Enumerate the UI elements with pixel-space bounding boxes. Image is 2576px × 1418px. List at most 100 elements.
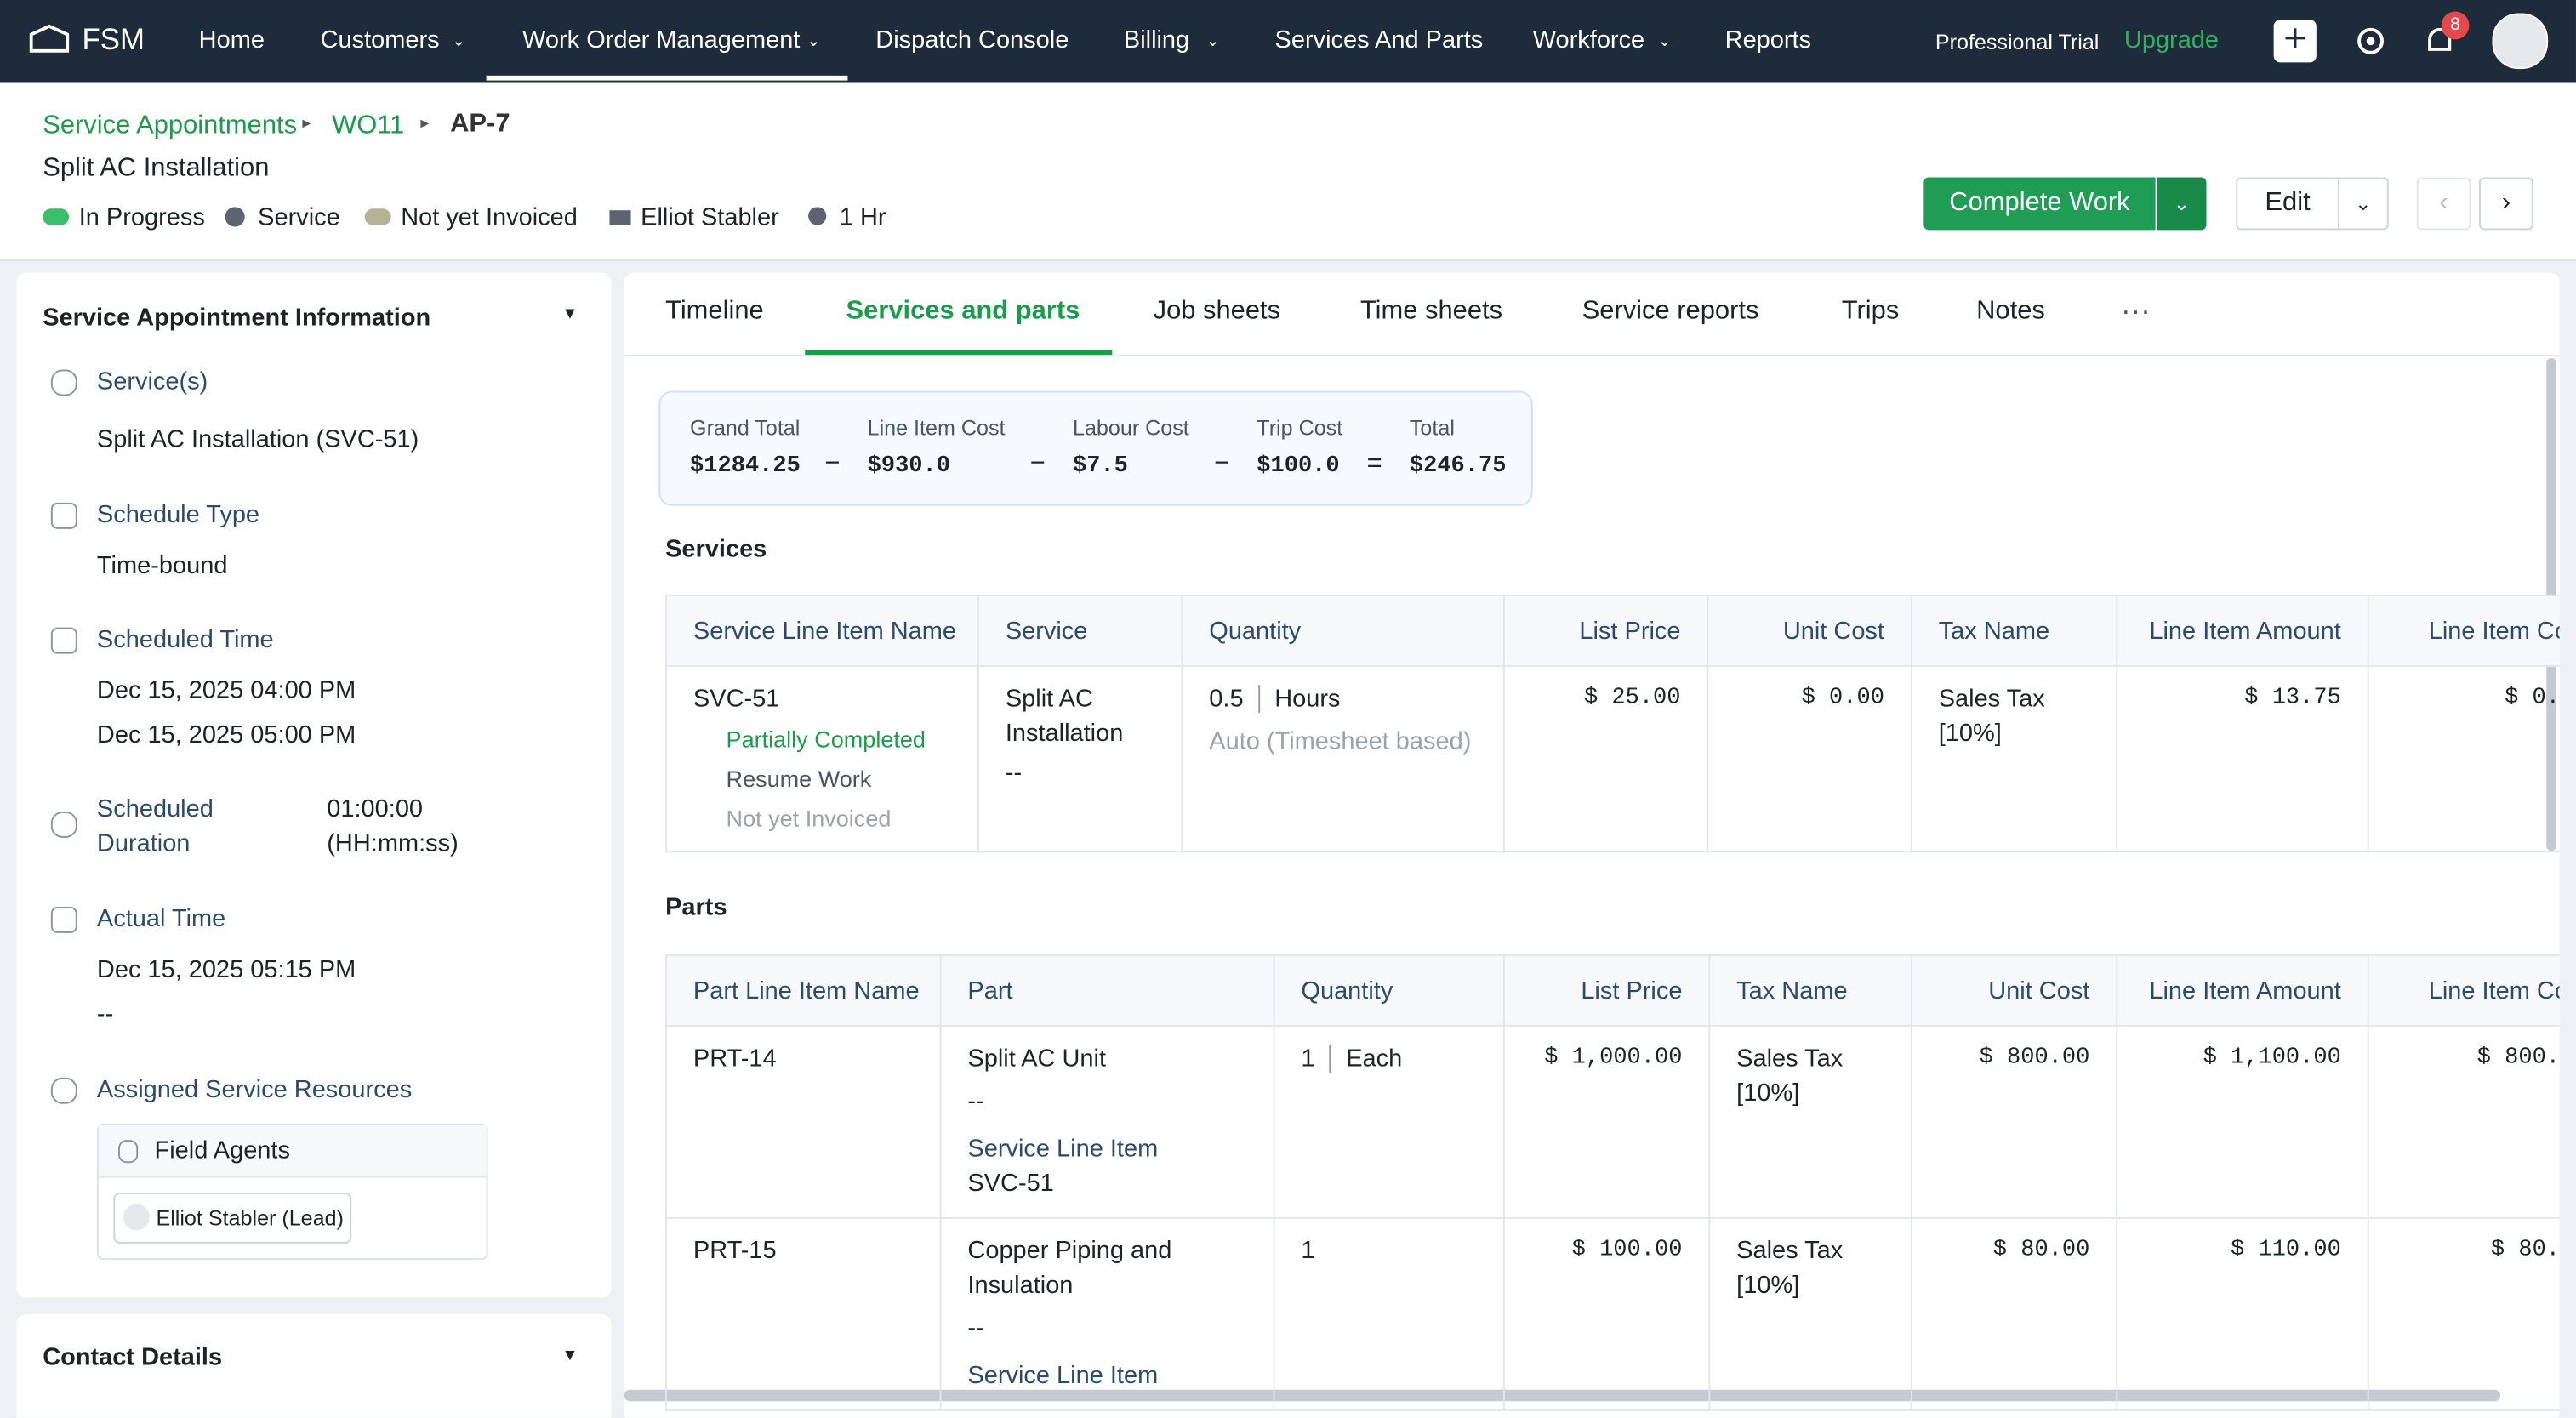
summary-label: Trip Cost (1257, 415, 1343, 441)
column-header: List Price (1502, 595, 1709, 668)
field-label: Actual Time (96, 905, 226, 933)
settings-icon[interactable] (2352, 23, 2388, 59)
summary-value: $246.75 (1409, 453, 1507, 480)
section-heading: Parts (665, 893, 727, 922)
tab[interactable]: Service reports (1582, 297, 1759, 326)
field-value: -- (96, 1000, 114, 1028)
duration-text: 1 Hr (839, 203, 886, 232)
service-icon (225, 207, 245, 227)
avatar[interactable] (2492, 13, 2549, 70)
nav-item[interactable]: Reports (1724, 26, 1812, 54)
quantity-divider (1329, 1045, 1331, 1073)
prev-button[interactable]: ‹ (2416, 177, 2471, 231)
info-card: Service Appointment Information ▼ Servic… (16, 272, 612, 1298)
resource-header (98, 1125, 487, 1178)
quantity: 1 (1301, 1045, 1315, 1073)
summary-value: $1284.25 (690, 453, 801, 480)
field-label: Scheduled Time (96, 625, 274, 654)
status: Partially Completed (726, 726, 926, 753)
table-cell: $ 80.00 (1910, 1216, 2118, 1411)
add-button[interactable]: + (2273, 19, 2317, 63)
breadcrumb-link[interactable]: WO11 (332, 111, 405, 140)
notifications-icon[interactable] (2421, 23, 2457, 59)
brand[interactable]: FSM (82, 23, 145, 56)
amount: $ 13.75 (2244, 685, 2341, 712)
column-header: Part Line Item Name (665, 954, 942, 1027)
active-indicator (486, 75, 848, 81)
field-icon (50, 1077, 77, 1104)
nav-caret: ⌄ (806, 32, 821, 51)
edit-dropdown[interactable]: ⌄ (2337, 177, 2389, 231)
resume-work[interactable]: Resume Work (726, 765, 872, 792)
active-tab-indicator (805, 350, 1113, 356)
resource-group: Field Agents (154, 1136, 290, 1165)
field-value: 01:00:00 (HH:mm:ss) (327, 794, 459, 858)
nav-item[interactable]: Work Order Management (522, 26, 801, 54)
nav-item[interactable]: Workforce (1532, 26, 1645, 54)
logo-icon (29, 24, 70, 53)
collapse-icon[interactable]: ▼ (561, 305, 578, 324)
tab-divider (624, 355, 2560, 357)
nav-item[interactable]: Services And Parts (1274, 26, 1484, 54)
trial-label: Professional Trial (1935, 29, 2100, 54)
amount: $ 0.00 (1801, 685, 1884, 712)
tab[interactable]: Time sheets (1359, 297, 1503, 326)
quantity-unit: Each (1346, 1045, 1403, 1073)
column-header: Line Item Amount (2116, 595, 2369, 668)
agent-avatar (123, 1204, 150, 1231)
service-line-item-label: Service Line Item (967, 1135, 1159, 1164)
complete-dropdown[interactable]: ⌄ (2157, 177, 2207, 231)
upgrade-link[interactable]: Upgrade (2123, 26, 2220, 54)
type-text: Service (258, 203, 340, 232)
nav-item[interactable]: Home (198, 26, 265, 54)
invoice-text: Not yet Invoiced (401, 203, 578, 232)
column-header: Part (939, 954, 1275, 1027)
part-name: Split AC Unit (967, 1045, 1107, 1073)
complete-work-button[interactable]: Complete Work (1923, 177, 2156, 231)
table-cell: Split AC Installation -- (977, 665, 1183, 853)
summary-label: Grand Total (690, 415, 801, 441)
field-label: Assigned Service Resources (96, 1075, 413, 1104)
nav-caret: ⌄ (1657, 32, 1672, 51)
field-icon (50, 369, 77, 396)
breadcrumb-link[interactable]: Service Appointments (43, 111, 298, 140)
tab[interactable]: Trips (1841, 297, 1900, 326)
breadcrumb-separator: ▸ (420, 115, 430, 134)
nav-item[interactable]: Billing (1123, 26, 1190, 54)
summary-operator: = (1366, 450, 1382, 478)
card-heading: Service Appointment Information (43, 304, 431, 333)
amount: $ 1,100.00 (2203, 1045, 2341, 1072)
table-row: SVC-51 Partially Completed Resume Work Not … (665, 665, 2560, 853)
column-header: Tax Name (1910, 595, 2118, 668)
record-title: Split AC Installation (43, 154, 270, 183)
more-tabs[interactable]: ··· (2121, 293, 2151, 327)
nav-item[interactable]: Customers (320, 26, 440, 54)
agent-icon (118, 1140, 139, 1164)
tab[interactable]: Timeline (665, 297, 764, 326)
tab[interactable]: Job sheets (1153, 297, 1281, 326)
part-note: -- (967, 1313, 984, 1342)
nav-item[interactable]: Dispatch Console (875, 26, 1069, 54)
amount: $ 110.00 (2231, 1237, 2341, 1264)
quantity-line: 1 Each (1301, 1041, 1477, 1076)
field-label: Service(s) (96, 367, 208, 396)
parts-table: Part Line Item Name Part Quantity List Pric… (665, 954, 2560, 1411)
summary-value: $100.0 (1257, 453, 1340, 480)
summary-value: $930.0 (867, 453, 950, 480)
tab[interactable]: Services and parts (846, 297, 1080, 326)
amount: $ 25.00 (1583, 685, 1681, 712)
tax-name: Sales Tax [10%] (1938, 685, 2045, 748)
edit-button[interactable]: Edit (2236, 177, 2339, 231)
table-cell: $ 25.00 (1502, 665, 1709, 853)
summary-operator: − (1029, 450, 1046, 478)
duration-icon (808, 207, 827, 225)
summary-label: Total (1409, 415, 1455, 441)
column-header: Line Item Amount (2116, 954, 2369, 1027)
next-button[interactable]: › (2479, 177, 2533, 231)
collapse-icon[interactable]: ▼ (561, 1347, 578, 1365)
agent-chip[interactable]: Elliot Stabler (Lead) (113, 1192, 352, 1244)
tab[interactable]: Notes (1976, 297, 2045, 326)
table-cell: Sales Tax [10%] (1708, 1216, 1912, 1411)
table-cell: $ 800.00 (1910, 1025, 2118, 1219)
